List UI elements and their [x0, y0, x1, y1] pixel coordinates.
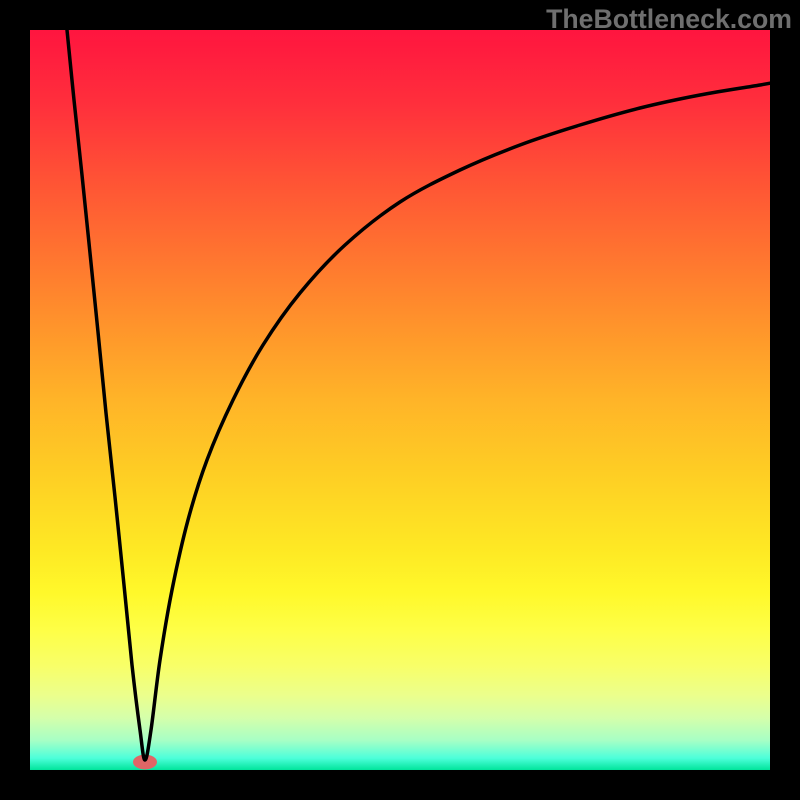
- plot-background: [30, 30, 770, 770]
- chart-container: TheBottleneck.com: [0, 0, 800, 800]
- chart-svg: [0, 0, 800, 800]
- watermark-text: TheBottleneck.com: [546, 4, 792, 35]
